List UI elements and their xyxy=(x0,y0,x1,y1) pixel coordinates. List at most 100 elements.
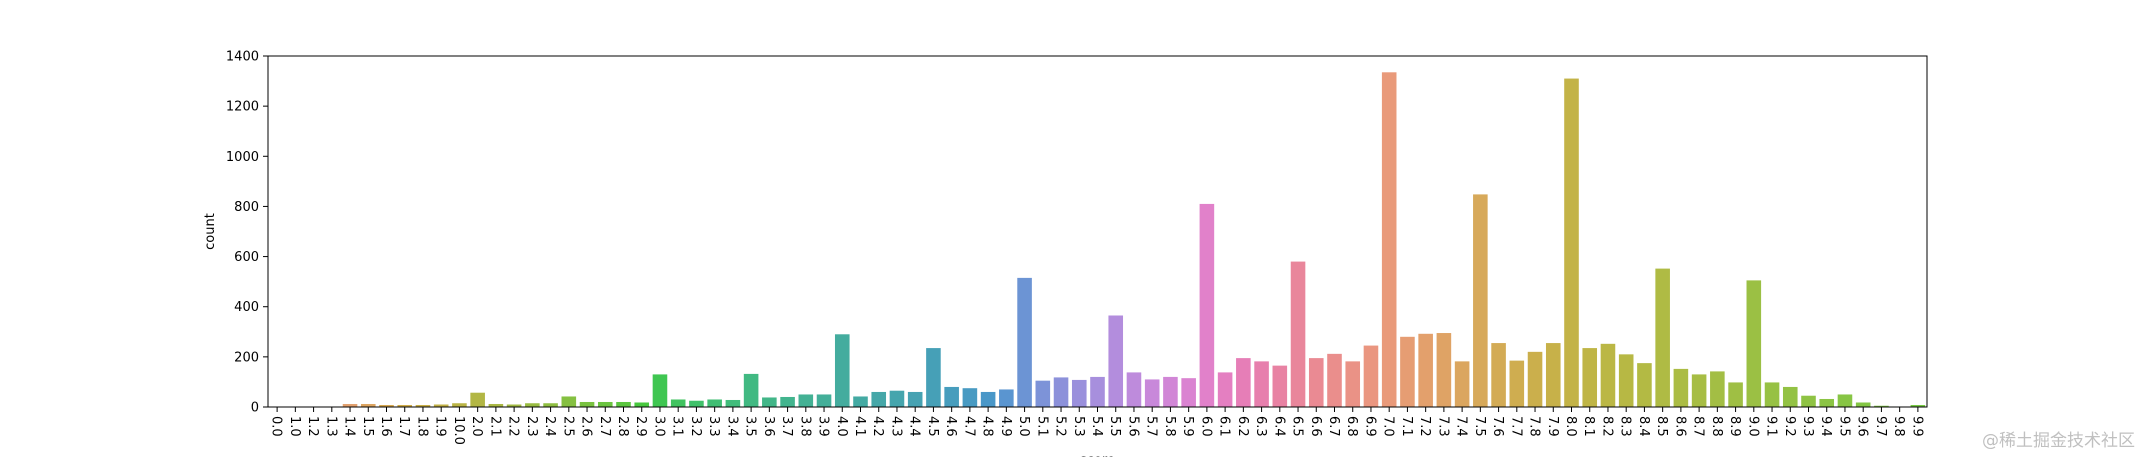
x-tick-label: 6.2 xyxy=(1235,416,1250,437)
y-axis-label: count xyxy=(203,213,218,250)
bar-7.3 xyxy=(1436,333,1452,407)
x-tick-label: 8.9 xyxy=(1727,416,1742,437)
bar-1.7 xyxy=(397,404,413,407)
x-tick-label: 5.1 xyxy=(1034,416,1049,437)
x-tick-label: 5.8 xyxy=(1162,416,1177,437)
x-tick-label: 9.8 xyxy=(1891,416,1906,437)
x-tick-label: 3.2 xyxy=(688,416,703,437)
bar-9.2 xyxy=(1782,386,1798,407)
bar-8.8 xyxy=(1710,371,1725,407)
bar-1.4 xyxy=(342,403,358,407)
bar-6.1 xyxy=(1217,372,1233,407)
x-tick-label: 8.2 xyxy=(1599,416,1614,437)
x-tick-label: 2.0 xyxy=(469,416,484,437)
x-tick-label: 5.6 xyxy=(1125,416,1140,437)
x-tick-label: 7.4 xyxy=(1454,416,1469,437)
x-tick-label: 6.3 xyxy=(1253,416,1268,437)
x-tick-label: 4.7 xyxy=(961,416,976,437)
x-tick-label: 9.1 xyxy=(1764,416,1779,437)
bar-4.8 xyxy=(980,391,996,407)
bar-3.1 xyxy=(670,399,686,407)
x-tick-label: 8.6 xyxy=(1672,416,1687,437)
x-tick-label: 8.7 xyxy=(1691,416,1706,437)
bars-group xyxy=(269,72,1926,408)
bar-2.1 xyxy=(488,403,504,407)
bar-6.4 xyxy=(1272,365,1288,407)
bar-9.1 xyxy=(1764,382,1780,407)
x-tick-label: 5.3 xyxy=(1071,416,1086,437)
bar-7.0 xyxy=(1381,72,1397,408)
x-tick-label: 2.5 xyxy=(560,416,575,437)
bar-7.1 xyxy=(1400,336,1415,407)
bar-2.8 xyxy=(616,401,631,407)
x-tick-label: 4.5 xyxy=(925,416,940,437)
x-axis: 0.0 1.0 1.2 1.3 1.4 1.5 1.6 1.7 1.8 1.9 10.0 2.0 2.1… xyxy=(269,407,1924,445)
bar-4.4 xyxy=(907,391,923,407)
bar-4.9 xyxy=(999,389,1014,407)
x-tick-label: 4.4 xyxy=(907,416,922,437)
x-tick-label: 3.7 xyxy=(779,416,794,437)
x-tick-label: 8.0 xyxy=(1563,416,1578,437)
x-tick-label: 7.1 xyxy=(1399,416,1414,437)
x-tick-label: 5.2 xyxy=(1053,416,1068,437)
x-tick-label: 7.6 xyxy=(1490,416,1505,437)
x-tick-label: 7.7 xyxy=(1508,416,1523,437)
bar-9.9 xyxy=(1910,404,1926,407)
bar-5.9 xyxy=(1181,378,1196,407)
x-tick-label: 9.0 xyxy=(1745,416,1760,437)
bar-9.5 xyxy=(1837,394,1853,407)
x-tick-label: 7.0 xyxy=(1381,416,1396,437)
bar-6.5 xyxy=(1290,261,1306,407)
bar-6.0 xyxy=(1199,203,1215,407)
x-tick-label: 2.2 xyxy=(506,416,521,437)
x-tick-label: 5.7 xyxy=(1144,416,1159,437)
x-tick-label: 9.6 xyxy=(1855,416,1870,437)
x-tick-label: 4.2 xyxy=(870,416,885,437)
x-tick-label: 9.2 xyxy=(1782,416,1797,437)
x-tick-label: 9.3 xyxy=(1800,416,1815,437)
x-axis-label: score xyxy=(1080,453,1115,457)
x-tick-label: 4.1 xyxy=(852,416,867,437)
x-tick-label: 4.8 xyxy=(980,416,995,437)
y-axis: 0 200 400 600 800 1000 1200 1400 xyxy=(226,50,268,416)
x-tick-label: 3.3 xyxy=(706,416,721,437)
bar-7.9 xyxy=(1545,343,1561,407)
x-tick-label: 8.8 xyxy=(1709,416,1724,437)
bar-3.6 xyxy=(762,397,777,407)
bar-9.0 xyxy=(1746,280,1762,407)
x-tick-label: 2.9 xyxy=(633,416,648,437)
bar-3.8 xyxy=(798,394,814,407)
bar-2.4 xyxy=(543,403,558,407)
watermark: @稀土掘金技术社区 xyxy=(1982,431,2135,451)
bar-7.8 xyxy=(1527,351,1543,407)
y-tick-label: 1000 xyxy=(226,150,259,165)
bar-1.6 xyxy=(379,404,394,407)
bar-5.0 xyxy=(1017,277,1032,407)
bar-9.6 xyxy=(1855,402,1871,407)
x-tick-label: 4.6 xyxy=(943,416,958,437)
x-tick-label: 5.4 xyxy=(1089,416,1104,437)
x-tick-label: 3.6 xyxy=(761,416,776,437)
bar-3.5 xyxy=(743,373,759,407)
x-tick-label: 7.5 xyxy=(1472,416,1487,437)
x-tick-label: 3.8 xyxy=(797,416,812,437)
bar-5.4 xyxy=(1090,376,1105,407)
x-tick-label: 4.9 xyxy=(998,416,1013,437)
x-tick-label: 3.1 xyxy=(670,416,685,437)
bar-1.5 xyxy=(360,403,376,407)
bar-7.7 xyxy=(1509,360,1525,407)
x-tick-label: 6.4 xyxy=(1271,416,1286,437)
bar-3.3 xyxy=(707,399,722,407)
bar-6.7 xyxy=(1327,353,1342,407)
x-tick-label: 6.0 xyxy=(1198,416,1213,437)
bar-8.9 xyxy=(1728,382,1743,407)
bar-1.9 xyxy=(433,404,449,407)
bar-2.7 xyxy=(597,401,613,407)
bar-2.5 xyxy=(561,396,577,407)
bar-4.1 xyxy=(853,396,868,407)
bar-2.3 xyxy=(525,403,540,407)
bar-3.9 xyxy=(816,394,832,407)
x-tick-label: 7.2 xyxy=(1417,416,1432,437)
x-tick-label: 3.9 xyxy=(816,416,831,437)
bar-5.8 xyxy=(1163,376,1178,407)
